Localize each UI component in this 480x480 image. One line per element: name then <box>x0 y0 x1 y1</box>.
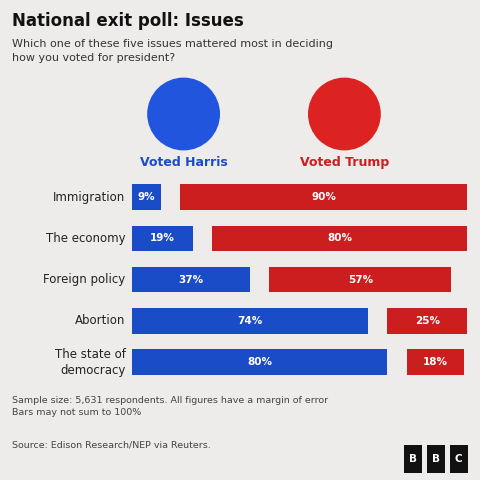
Text: C: C <box>455 454 462 464</box>
Bar <box>387 308 467 334</box>
Text: The state of
democracy: The state of democracy <box>55 348 126 376</box>
FancyBboxPatch shape <box>427 445 444 473</box>
Bar <box>132 349 387 375</box>
FancyBboxPatch shape <box>404 445 421 473</box>
Text: Source: Edison Research/NEP via Reuters.: Source: Edison Research/NEP via Reuters. <box>12 441 211 450</box>
Text: B: B <box>432 454 440 464</box>
Bar <box>132 308 368 334</box>
Text: 18%: 18% <box>423 357 448 367</box>
Text: The economy: The economy <box>46 232 126 245</box>
Text: 57%: 57% <box>348 275 373 285</box>
Text: 37%: 37% <box>179 275 204 285</box>
Text: 25%: 25% <box>415 316 440 326</box>
Text: 80%: 80% <box>327 233 352 243</box>
Text: 90%: 90% <box>311 192 336 202</box>
Circle shape <box>148 78 219 150</box>
Text: 9%: 9% <box>138 192 155 202</box>
Bar <box>132 226 192 251</box>
Text: Voted Harris: Voted Harris <box>140 156 228 169</box>
Bar <box>269 267 451 292</box>
Text: Foreign policy: Foreign policy <box>43 273 126 286</box>
Text: Voted Trump: Voted Trump <box>300 156 389 169</box>
Circle shape <box>309 78 380 150</box>
Bar <box>407 349 464 375</box>
Text: B: B <box>408 454 417 464</box>
Bar <box>212 226 467 251</box>
FancyBboxPatch shape <box>449 445 468 473</box>
Text: 74%: 74% <box>238 316 263 326</box>
Bar <box>132 267 250 292</box>
Bar <box>132 184 161 210</box>
Text: Abortion: Abortion <box>75 314 126 327</box>
Text: 19%: 19% <box>150 233 175 243</box>
Text: National exit poll: Issues: National exit poll: Issues <box>12 12 244 30</box>
Bar <box>180 184 467 210</box>
Text: Sample size: 5,631 respondents. All figures have a margin of error
Bars may not : Sample size: 5,631 respondents. All figu… <box>12 396 328 417</box>
Text: 80%: 80% <box>247 357 272 367</box>
Text: Immigration: Immigration <box>53 191 126 204</box>
Text: Which one of these five issues mattered most in deciding
how you voted for presi: Which one of these five issues mattered … <box>12 39 333 62</box>
